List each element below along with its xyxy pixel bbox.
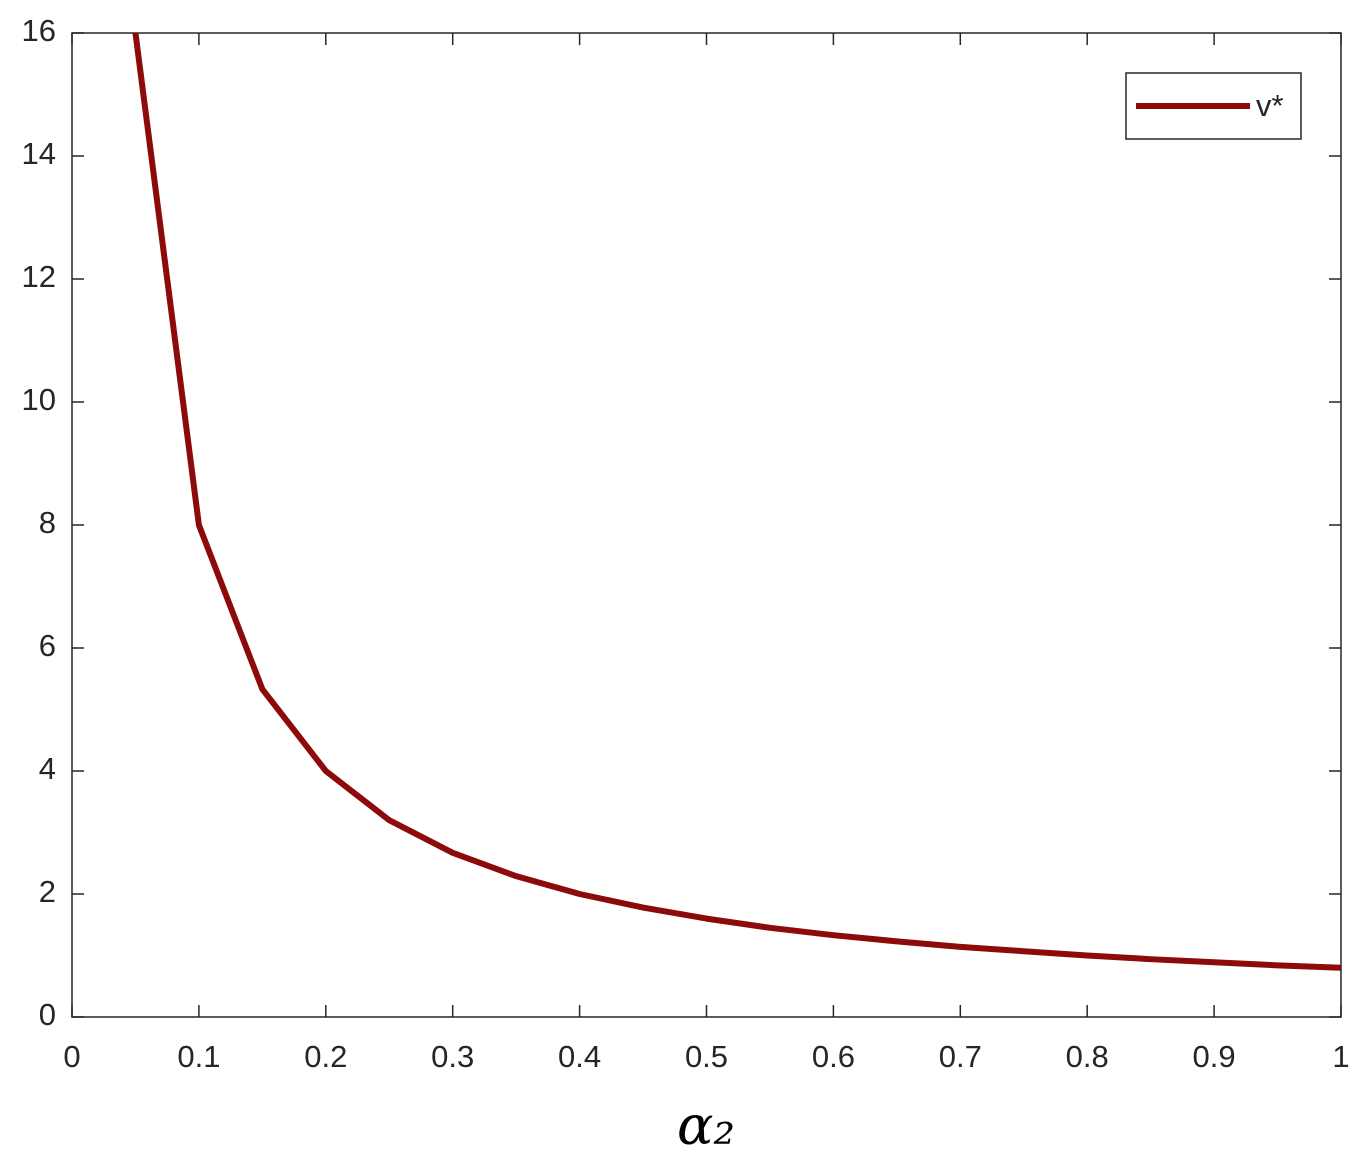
- x-tick-label: 0.6: [812, 1039, 855, 1074]
- y-tick-label: 4: [39, 751, 56, 786]
- y-tick-label: 10: [22, 382, 56, 417]
- x-tick-label: 0.1: [177, 1039, 220, 1074]
- x-tick-label: 0.8: [1066, 1039, 1109, 1074]
- legend-label: v*: [1256, 88, 1284, 123]
- y-tick-label: 6: [39, 628, 56, 663]
- x-tick-label: 0.5: [685, 1039, 728, 1074]
- x-tick-label: 0.9: [1193, 1039, 1236, 1074]
- x-tick-label: 0.3: [431, 1039, 474, 1074]
- x-tick-label: 0: [63, 1039, 80, 1074]
- x-axis-label: α₂: [677, 1094, 735, 1157]
- y-tick-label: 12: [22, 259, 56, 294]
- data-line: [132, 32, 1342, 971]
- y-tick-label: 8: [39, 505, 56, 540]
- x-tick-label: 0.7: [939, 1039, 982, 1074]
- x-tick-label: 0.2: [304, 1039, 347, 1074]
- y-tick-label: 14: [22, 136, 56, 171]
- x-tick-label: 1: [1332, 1039, 1349, 1074]
- x-tick-label: 0.4: [558, 1039, 601, 1074]
- y-tick-label: 2: [39, 874, 56, 909]
- plot-frame: [71, 32, 1342, 1018]
- y-tick-label: 0: [39, 997, 56, 1032]
- y-tick-label: 16: [22, 13, 56, 48]
